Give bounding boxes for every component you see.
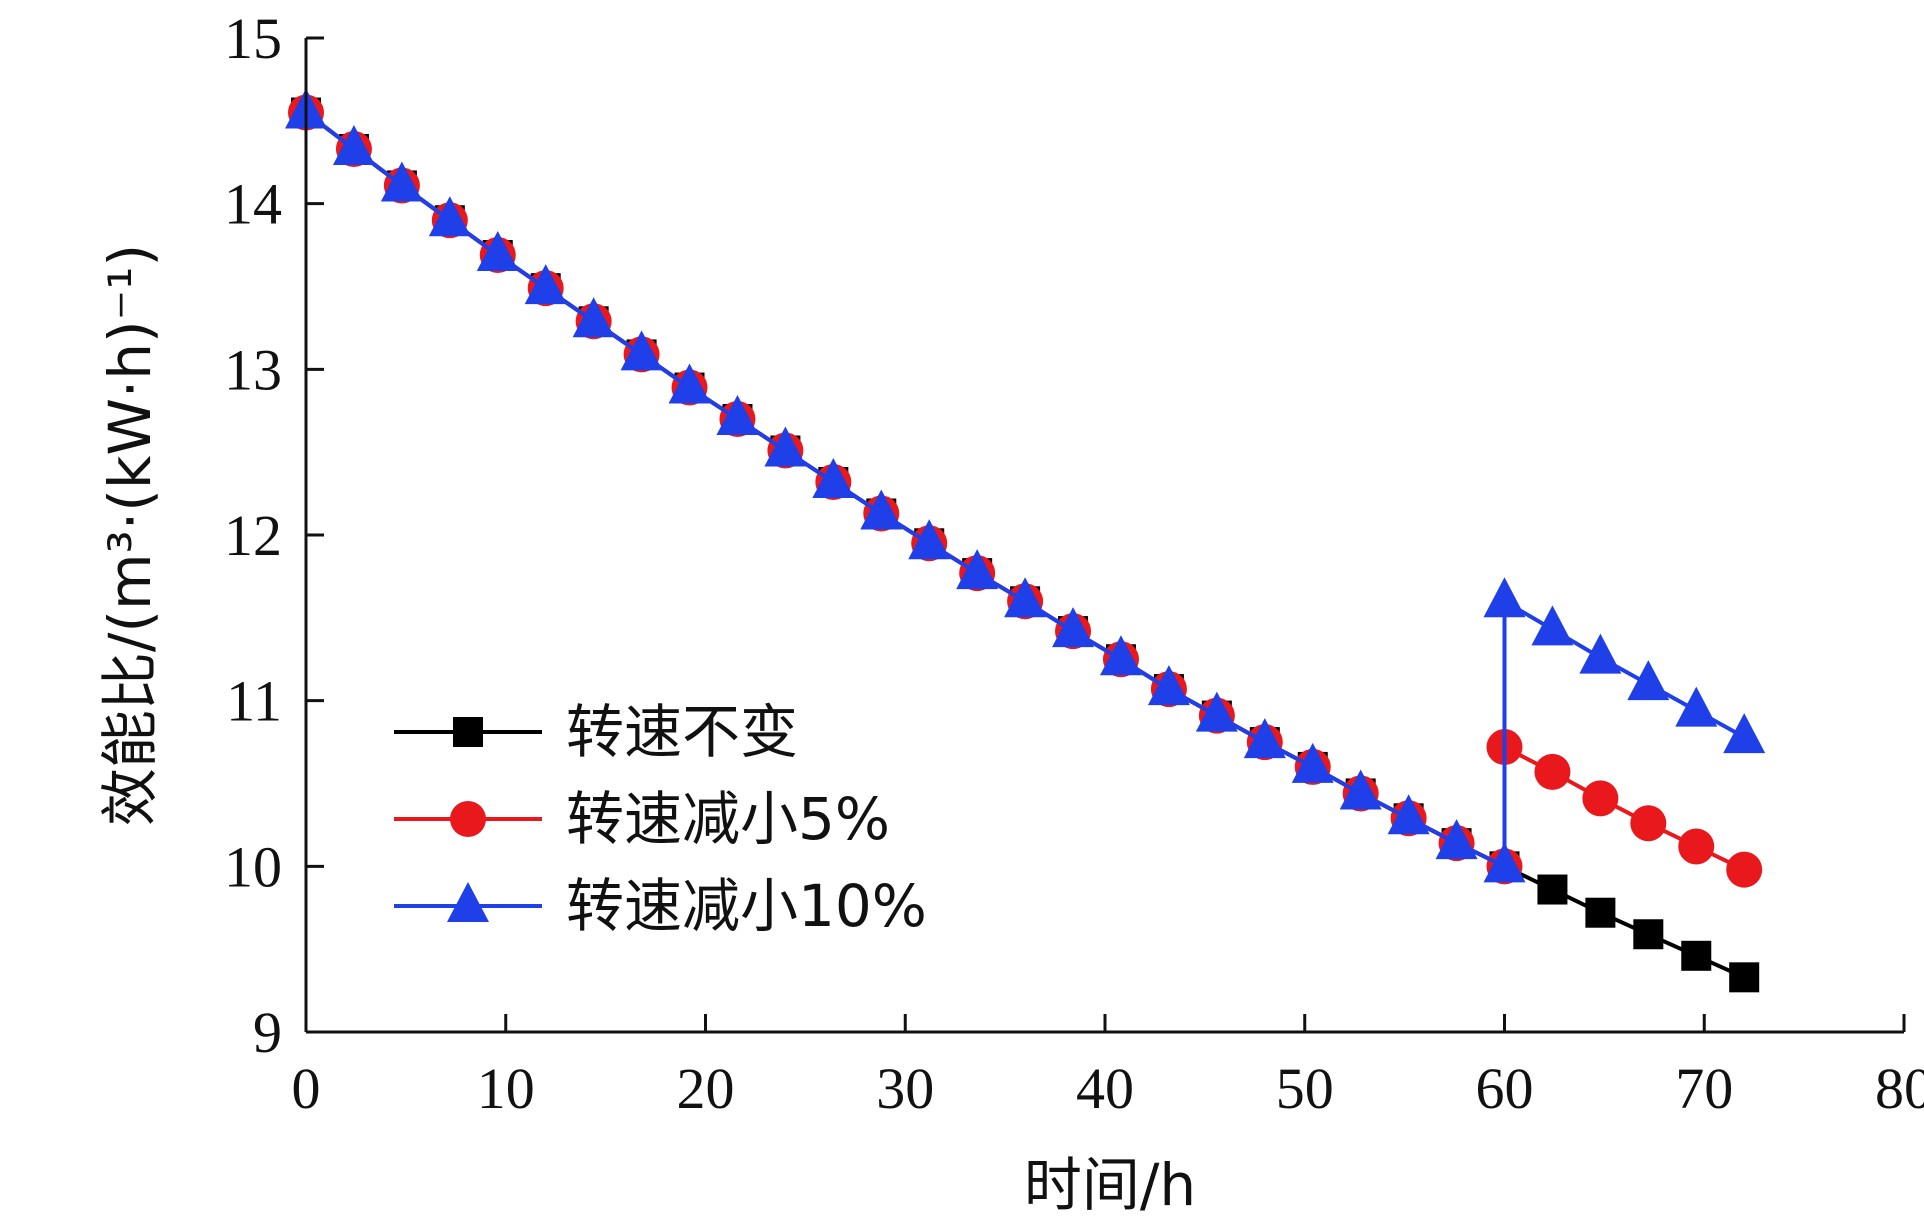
data-point	[1585, 897, 1616, 928]
data-point	[1339, 769, 1382, 810]
data-point	[1387, 794, 1430, 835]
data-point	[1579, 633, 1622, 674]
axes: 0 10 20 30 40 50 60 70 80 9 10 11 12 13 14 15	[224, 6, 1924, 1121]
y-axis-title: 效能比/(m³·(kW·h)⁻¹)	[96, 244, 164, 826]
y-tick-label: 11	[226, 669, 282, 734]
x-tick-label: 50	[1276, 1056, 1334, 1121]
data-point	[620, 330, 663, 371]
x-tick-label: 0	[292, 1056, 321, 1121]
data-point	[668, 363, 711, 404]
data-point	[1195, 691, 1238, 732]
data-point	[1147, 665, 1190, 706]
data-point	[1630, 805, 1667, 842]
x-tick-label: 40	[1076, 1056, 1134, 1121]
x-tick-label: 20	[677, 1056, 735, 1121]
y-tick-label: 13	[224, 337, 282, 402]
legend-item: 转速不变	[394, 698, 798, 766]
data-point	[1675, 686, 1718, 727]
series-line	[304, 110, 1746, 870]
data-point	[1435, 819, 1478, 860]
data-point	[764, 426, 807, 467]
legend-label: 转速减小5%	[566, 785, 890, 853]
data-point	[572, 297, 615, 338]
data-point	[524, 264, 567, 305]
data-point	[860, 489, 903, 530]
data-point	[1052, 607, 1095, 648]
series-3	[285, 88, 1766, 883]
y-tick-label: 12	[224, 503, 282, 568]
x-tick-label: 70	[1675, 1056, 1733, 1121]
data-point	[332, 124, 375, 165]
data-point	[908, 519, 951, 560]
legend-item: 转速减小10%	[394, 872, 927, 940]
x-tick-label: 60	[1476, 1056, 1534, 1121]
data-point	[1729, 962, 1760, 993]
data-point	[1483, 577, 1526, 618]
data-point	[476, 231, 519, 272]
data-point	[1582, 780, 1619, 817]
data-point	[428, 196, 471, 237]
x-tick-label: 80	[1875, 1056, 1924, 1121]
data-point	[1723, 713, 1766, 754]
series-1	[291, 97, 1760, 993]
y-tick-label: 9	[253, 1000, 282, 1065]
data-point	[1099, 635, 1142, 676]
legend-label: 转速减小10%	[566, 872, 927, 940]
data-point	[1633, 919, 1664, 950]
data-point	[380, 161, 423, 202]
data-point	[1678, 828, 1715, 865]
data-point	[1483, 842, 1526, 883]
data-point	[1681, 940, 1712, 971]
y-tick-label: 14	[224, 172, 282, 237]
data-point	[1627, 660, 1670, 701]
legend-item: 转速减小5%	[394, 785, 890, 853]
series-line	[304, 110, 1746, 872]
data-point	[1291, 742, 1334, 783]
data-point	[1004, 577, 1047, 618]
x-tick-label: 10	[477, 1056, 535, 1121]
y-tick-label: 10	[224, 834, 282, 899]
data-point	[1537, 874, 1568, 905]
data-point	[716, 395, 759, 436]
data-point	[1534, 753, 1571, 790]
legend-marker	[447, 882, 489, 922]
series-line	[304, 110, 1746, 980]
legend-marker	[450, 801, 486, 837]
series-2	[288, 94, 1763, 888]
data-point	[1726, 851, 1763, 888]
data-point	[1243, 718, 1286, 759]
data-point	[956, 549, 999, 590]
x-tick-label: 30	[876, 1056, 934, 1121]
data-point	[1531, 605, 1574, 646]
y-tick-label: 15	[224, 6, 282, 71]
legend-label: 转速不变	[566, 698, 798, 766]
legend-marker	[453, 717, 483, 747]
series-layer	[285, 88, 1766, 993]
data-point	[812, 457, 855, 498]
x-axis-title: 时间/h	[1024, 1151, 1196, 1219]
